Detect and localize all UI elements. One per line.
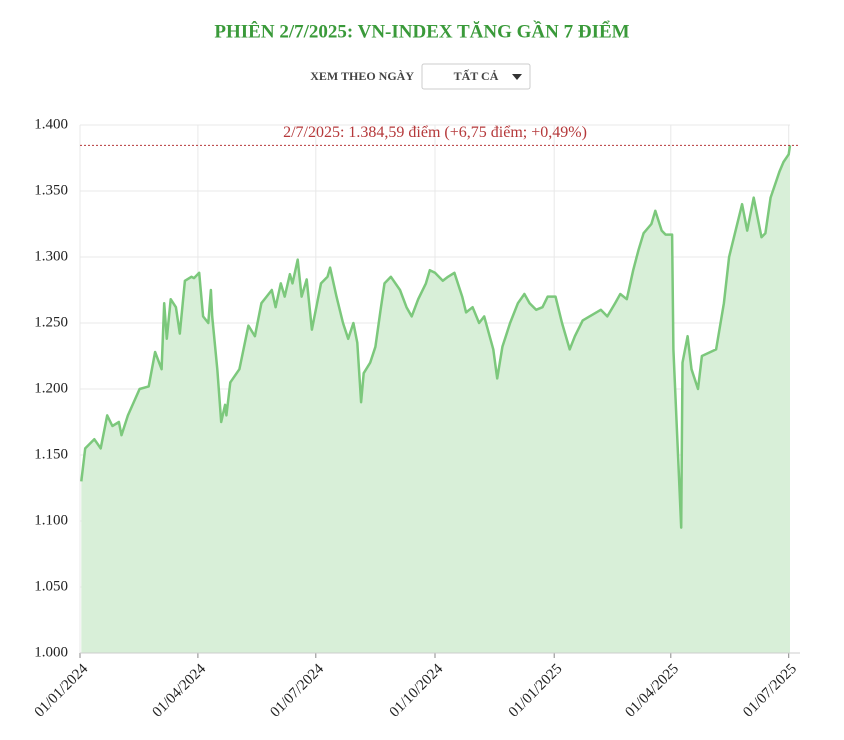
line bbox=[80, 145, 792, 529]
y-tick-label: 1.000 bbox=[34, 644, 68, 660]
filter-label: XEM THEO NGÀY bbox=[310, 69, 414, 83]
annotation: 2/7/2025: 1.384,59 điểm (+6,75 điểm; +0,… bbox=[283, 124, 587, 141]
y-tick-label: 1.350 bbox=[34, 182, 68, 198]
y-tick-label: 1.400 bbox=[34, 116, 68, 132]
y-tick-label: 1.200 bbox=[34, 380, 68, 396]
x-tick-label: 01/01/2025 bbox=[506, 661, 566, 721]
y-tick-label: 1.150 bbox=[34, 446, 68, 462]
select-box[interactable] bbox=[421, 63, 531, 90]
x-tick-label: 01/04/2024 bbox=[150, 661, 210, 721]
x-tick-label: 01/07/2025 bbox=[740, 661, 800, 721]
x-tick-label: 01/04/2025 bbox=[622, 661, 682, 721]
chart-title: PHIÊN 2/7/2025: VN-INDEX TĂNG GẦN 7 ĐIỂM bbox=[214, 20, 629, 42]
y-tick-label: 1.300 bbox=[34, 248, 68, 264]
area bbox=[81, 145, 791, 654]
filter-select[interactable]: TẤT CẢ bbox=[421, 63, 531, 90]
y-tick-label: 1.100 bbox=[34, 512, 68, 528]
y-tick-label: 1.250 bbox=[34, 314, 68, 330]
y-tick-label: 1.050 bbox=[34, 578, 68, 594]
x-tick-label: 01/07/2024 bbox=[267, 661, 327, 721]
select-value[interactable]: TẤT CẢ bbox=[454, 68, 499, 83]
x-tick-label: 01/10/2024 bbox=[387, 661, 447, 721]
select-arrow[interactable] bbox=[512, 74, 522, 80]
x-tick-label: 01/01/2024 bbox=[32, 661, 92, 721]
